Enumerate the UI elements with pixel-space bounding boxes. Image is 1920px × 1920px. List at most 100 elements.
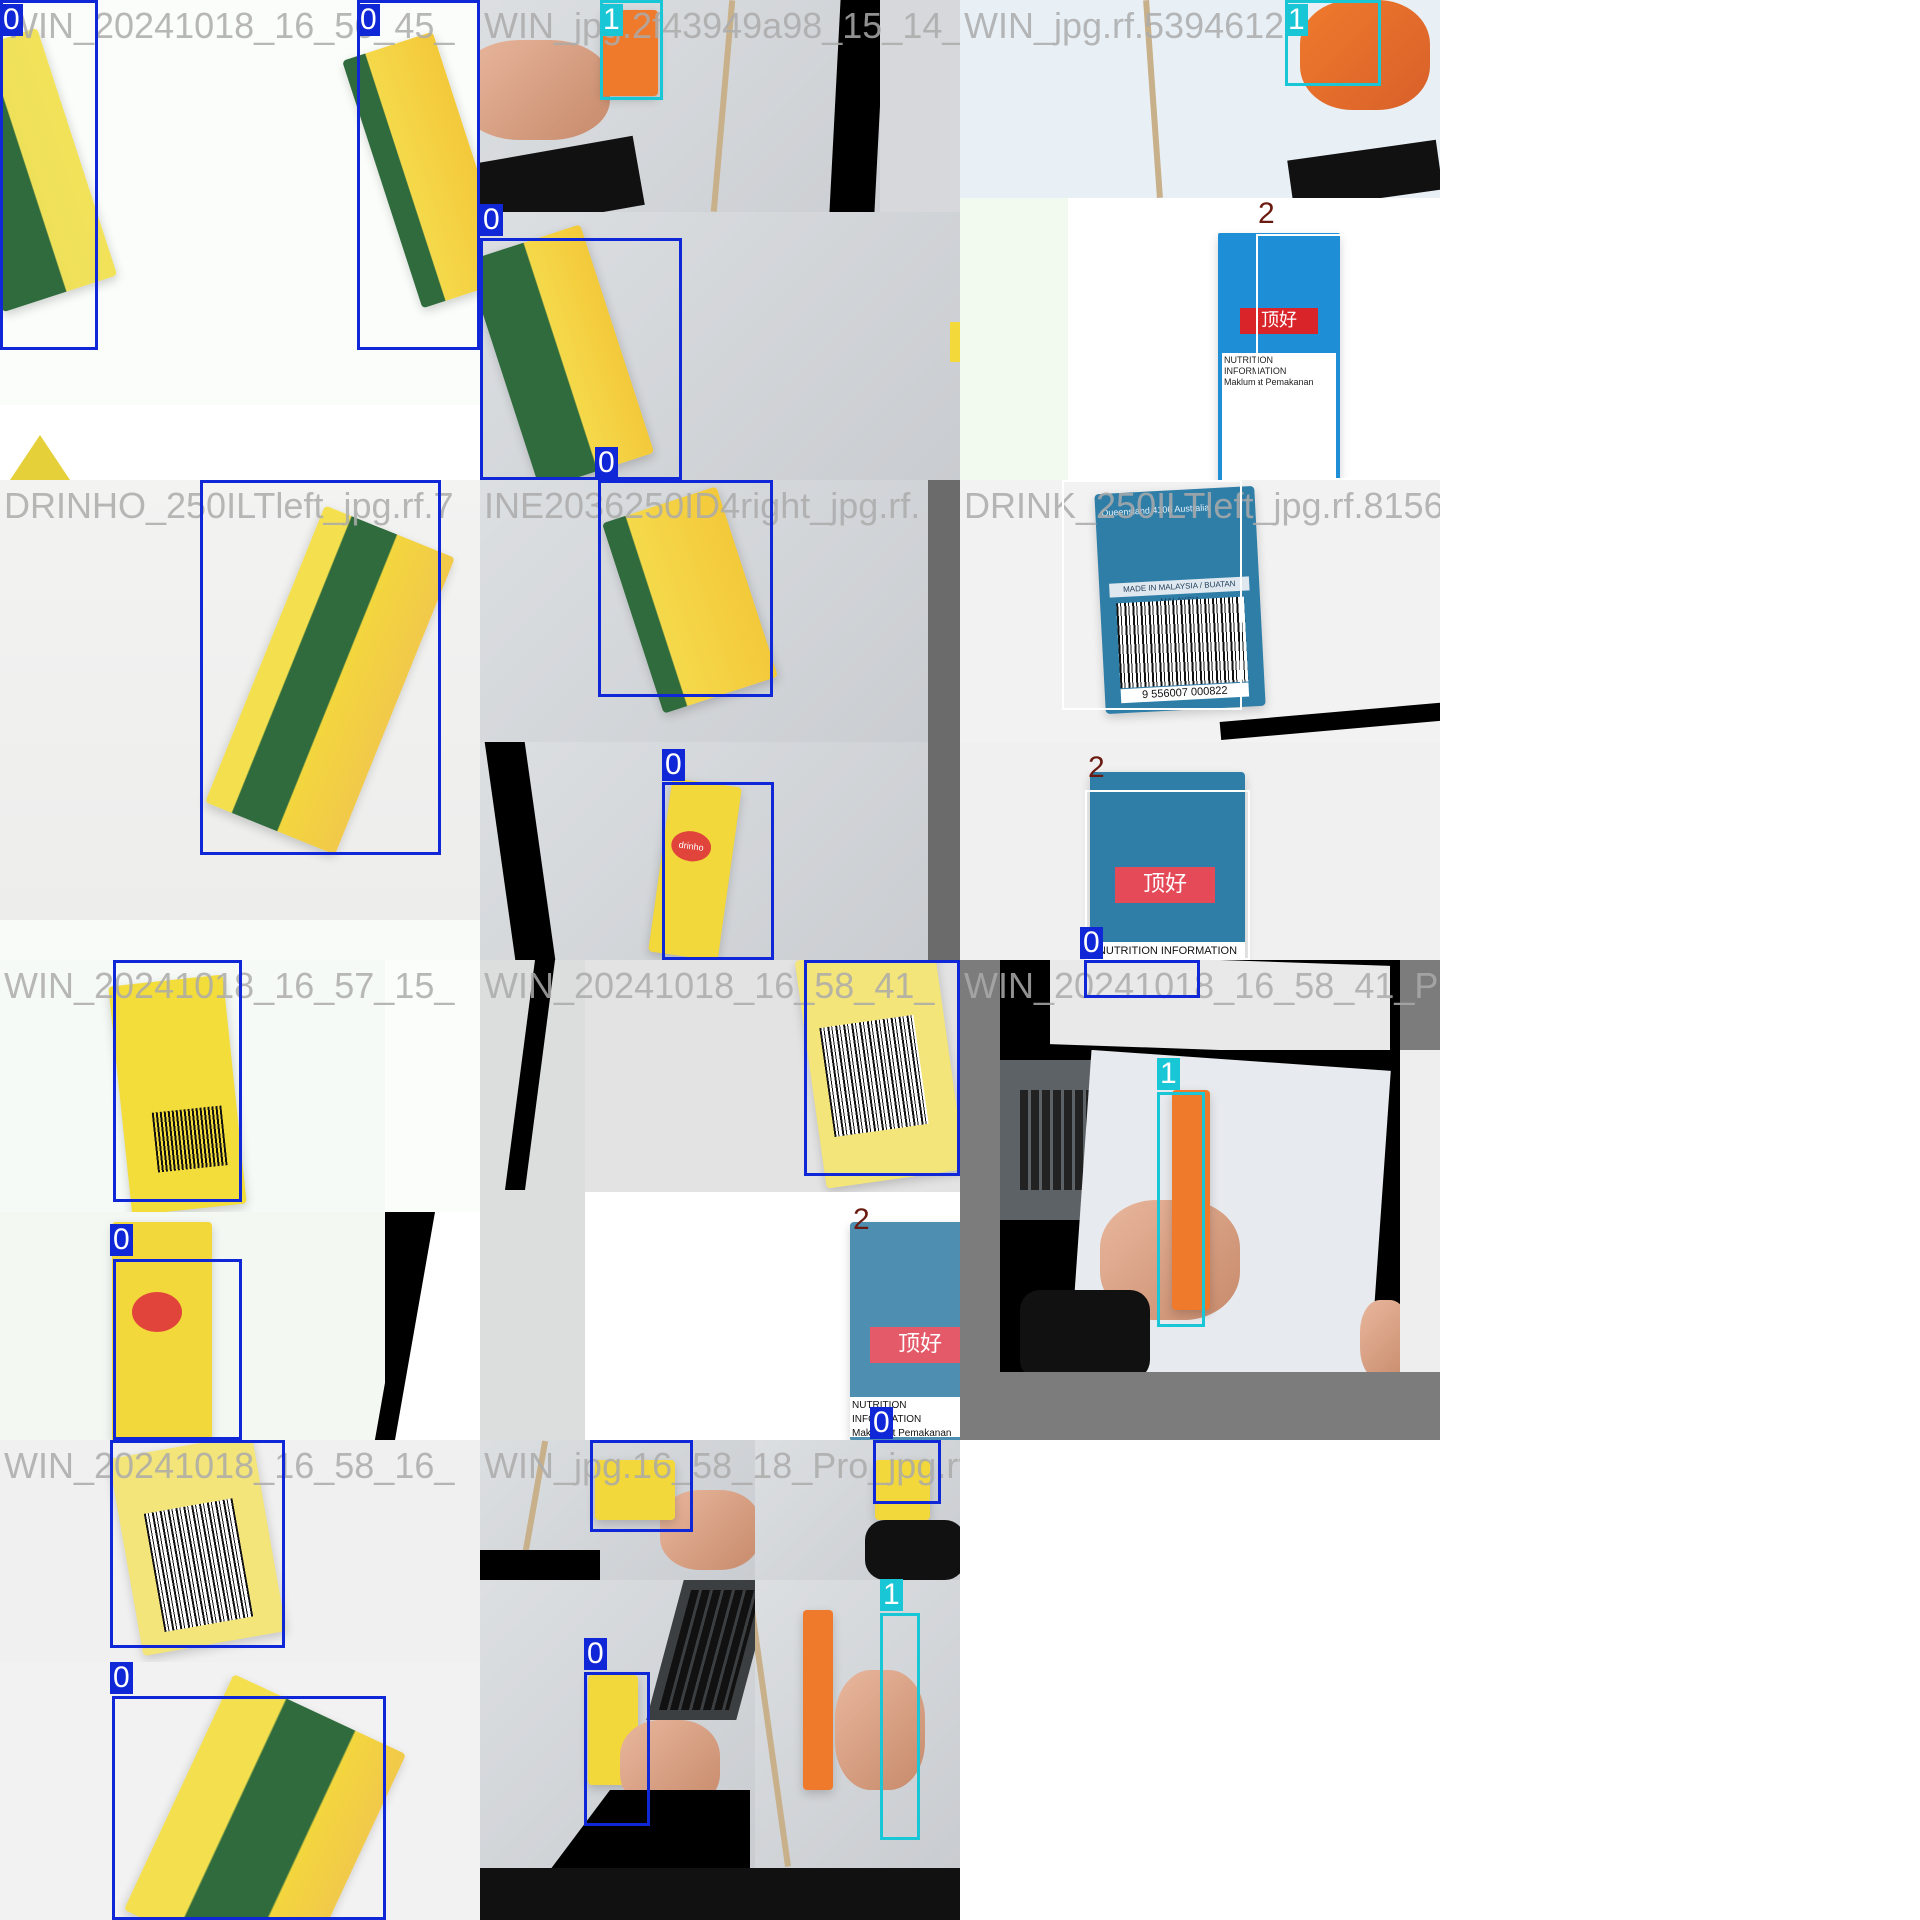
nutrition-subheading: Maklumat Pemakanan bbox=[852, 1428, 952, 1439]
grey-border bbox=[928, 480, 960, 742]
mosaic-tile: drinho INE2036250ID4right_jpg.rf. 0 bbox=[480, 480, 960, 960]
bbox-label: 2 bbox=[1088, 751, 1105, 784]
black-gap bbox=[550, 1790, 750, 1868]
tile-photo bbox=[480, 480, 960, 742]
bbox-class-2 bbox=[1256, 234, 1386, 480]
tile-photo bbox=[0, 960, 385, 1212]
bbox-class-2 bbox=[1085, 790, 1250, 960]
drink-carton bbox=[112, 1222, 212, 1440]
tile-photo bbox=[1000, 960, 1400, 1050]
tile-photo bbox=[755, 1440, 960, 1580]
bbox-class-0 bbox=[873, 1440, 941, 1504]
black-gap bbox=[374, 1212, 385, 1440]
drink-carton-blue: 顶好 NUTRITION INFORMATION Maklumat Pemaka… bbox=[1218, 233, 1340, 480]
carton-corner bbox=[10, 435, 70, 480]
tile-filename: WIN_jpg.16_58_18_Pro_jpg.rf.9a3027f bbox=[484, 1445, 960, 1486]
tile-filename: WIN_jpg.2f43949a98_15_14_ bbox=[484, 5, 960, 46]
drink-carton-blue: 顶好 NUTRITION INFORMATION Maklumat Pemaka… bbox=[850, 1222, 960, 1440]
tile-filename: WIN_20241018_16_58_16_ bbox=[4, 1445, 455, 1486]
desk-strip bbox=[880, 0, 960, 212]
bbox-class-0 bbox=[113, 1259, 242, 1440]
bbox-class-1 bbox=[1157, 1092, 1205, 1327]
tile-filename: WIN_20241018_16_58_41_ bbox=[484, 965, 935, 1006]
bbox-class-0 bbox=[110, 1440, 285, 1648]
tile-filename: WIN_jpg.rf.5394612 bbox=[964, 5, 1285, 46]
hand bbox=[480, 40, 610, 140]
bbox-label: 0 bbox=[595, 447, 618, 479]
bbox-class-0 bbox=[590, 1440, 693, 1532]
tile-photo bbox=[0, 1662, 480, 1920]
sleeve bbox=[865, 1520, 960, 1580]
bbox-class-0 bbox=[113, 960, 242, 1202]
tile-photo: drinho bbox=[480, 742, 960, 960]
bbox-label: 0 bbox=[357, 4, 380, 36]
tile-photo bbox=[0, 405, 480, 480]
tile-photo bbox=[480, 212, 960, 480]
bbox-label: 0 bbox=[870, 1407, 893, 1439]
bbox-class-0 bbox=[357, 0, 480, 350]
tile-photo bbox=[755, 1580, 960, 1868]
tile-photo bbox=[0, 0, 480, 405]
laptop bbox=[646, 1580, 755, 1720]
brand-label: 顶好 bbox=[870, 1327, 960, 1363]
bbox-class-0 bbox=[584, 1672, 650, 1826]
tile-photo: 顶好 NUTRITION INFORMATION Maklumat Pemaka… bbox=[585, 1192, 960, 1440]
tile-filename: INE2036250ID4right_jpg.rf. bbox=[484, 485, 921, 526]
tile-photo bbox=[385, 1212, 480, 1440]
sleeve bbox=[1287, 139, 1440, 198]
bbox-class-0 bbox=[1084, 960, 1200, 998]
mosaic-tile: WIN_jpg.2f43949a98_15_14_ 1 0 0 bbox=[480, 0, 960, 480]
tile-photo: 顶好 NUTRITION INFORMATION bbox=[960, 742, 1440, 960]
drink-carton-orange bbox=[803, 1610, 833, 1790]
black-gap bbox=[1219, 702, 1440, 740]
carton-edge bbox=[950, 322, 960, 362]
mosaic-tile: WIN_jpg.16_58_18_Pro_jpg.rf.9a3027f 0 0 … bbox=[480, 1440, 960, 1920]
tile-filename: DRINHO_250ILTleft_jpg.rf.7 bbox=[4, 485, 454, 526]
bbox-class-1 bbox=[880, 1613, 920, 1840]
tile-photo bbox=[0, 480, 480, 920]
mosaic-tile: WIN_20241018_16_56_45_ 0 0 bbox=[0, 0, 480, 480]
drink-carton bbox=[595, 1460, 675, 1520]
tile-filename: DRINK_250ILTleft_jpg.rf.8156a05db3c0345 bbox=[964, 485, 1440, 526]
tile-photo bbox=[960, 198, 1068, 480]
bbox-class-1 bbox=[600, 0, 663, 100]
brand-label: 顶好 bbox=[1115, 867, 1215, 903]
tile-photo bbox=[1400, 1050, 1440, 1372]
tile-photo bbox=[480, 1440, 755, 1580]
bbox-class-0 bbox=[200, 480, 441, 855]
bbox-label: 1 bbox=[600, 4, 623, 36]
black-gap bbox=[484, 742, 556, 960]
tile-photo bbox=[0, 920, 480, 960]
tile-photo bbox=[480, 1868, 960, 1920]
mosaic-tile: DRINHO_250ILTleft_jpg.rf.7 0 bbox=[0, 480, 480, 960]
bbox-label: 0 bbox=[584, 1638, 607, 1670]
nutrition-heading: NUTRITION INFORMATION bbox=[1224, 355, 1287, 376]
bbox-class-0 bbox=[804, 960, 960, 1176]
tile-photo bbox=[480, 960, 585, 1440]
sleeve bbox=[1020, 1290, 1150, 1372]
bbox-label: 0 bbox=[480, 204, 503, 236]
nutrition-heading: NUTRITION INFORMATION bbox=[852, 1400, 921, 1425]
tile-photo: Queensland 4106 Australia MADE IN MALAYS… bbox=[960, 480, 1440, 742]
bbox-class-0 bbox=[112, 1696, 386, 1920]
mosaic-tile: 顶好 NUTRITION INFORMATION Maklumat Pemaka… bbox=[960, 0, 1440, 480]
black-gap bbox=[385, 1212, 435, 1440]
tile-photo bbox=[480, 0, 960, 212]
tile-filename: WIN_20241018_16_58_41_Pro_jpg.rf.90a740e bbox=[964, 965, 1440, 1006]
nutrition-heading: NUTRITION INFORMATION bbox=[1090, 942, 1245, 960]
nutrition-panel: NUTRITION INFORMATION Maklumat Pemakanan bbox=[1222, 353, 1336, 480]
grey-border bbox=[928, 742, 960, 960]
nutrition-subheading: Maklumat Pemakanan bbox=[1224, 377, 1314, 387]
hand bbox=[1360, 1300, 1400, 1372]
bbox-label: 2 bbox=[1258, 197, 1275, 230]
mosaic-tile: WIN_20241018_16_58_41_Pro_jpg.rf.90a740e… bbox=[960, 960, 1440, 1440]
bbox-label: 0 bbox=[0, 4, 23, 36]
bbox-class-1 bbox=[1285, 0, 1381, 86]
bbox-label: 0 bbox=[110, 1224, 133, 1256]
tile-photo: 顶好 NUTRITION INFORMATION Maklumat Pemaka… bbox=[1068, 198, 1440, 480]
bbox-label: 1 bbox=[1157, 1058, 1180, 1090]
mosaic-tile: Queensland 4106 Australia MADE IN MALAYS… bbox=[960, 480, 1440, 960]
bbox-class-0 bbox=[598, 480, 773, 697]
drink-carton-blue: 顶好 NUTRITION INFORMATION bbox=[1090, 772, 1245, 960]
tile-photo bbox=[960, 0, 1440, 198]
